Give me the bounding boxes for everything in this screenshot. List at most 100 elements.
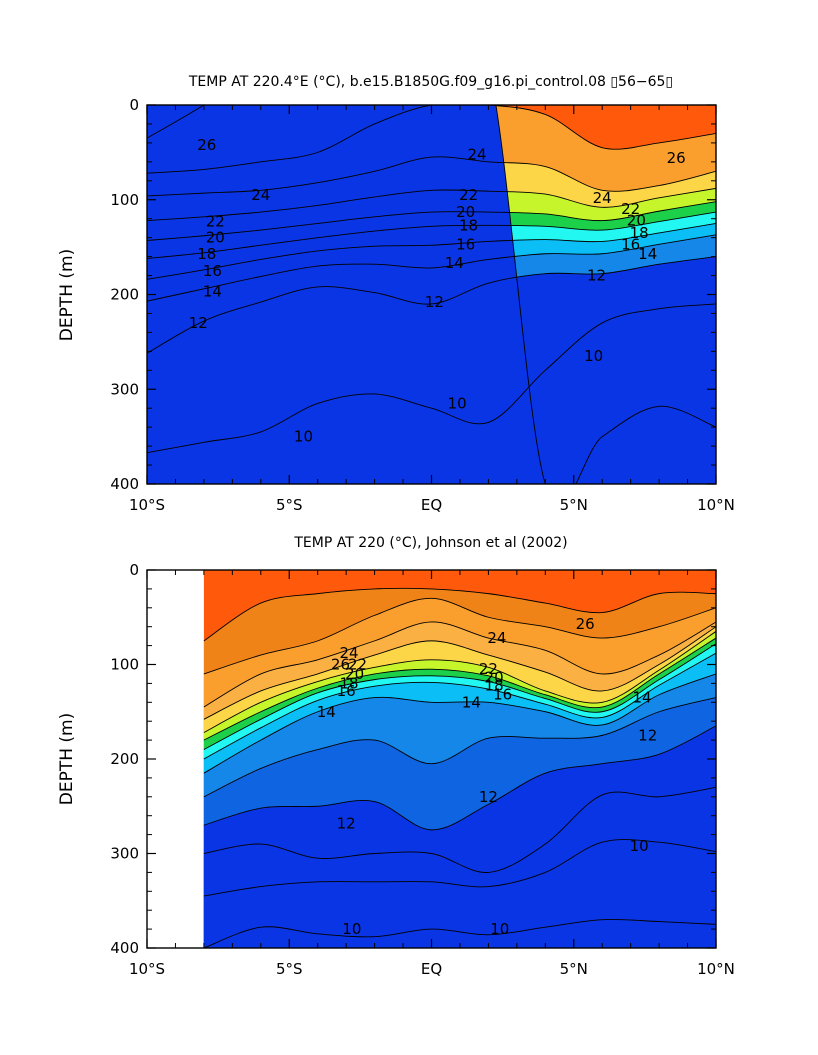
isotherm-12 (147, 256, 716, 354)
contour-label: 24 (251, 186, 270, 204)
isotherm-24 (147, 156, 716, 197)
contour-label: 20 (206, 229, 225, 247)
contour-label: 16 (337, 682, 356, 700)
x-tick-label: 5°N (560, 960, 588, 978)
x-tick-label: EQ (421, 496, 442, 514)
isotherm-24 (203, 626, 716, 720)
x-tick-label: EQ (421, 960, 442, 978)
isotherm-18 (203, 643, 716, 750)
isotherm-27 (203, 587, 716, 642)
y-tick-label: 400 (110, 475, 139, 493)
isotherm-14 (203, 673, 716, 774)
contour-label: 20 (345, 665, 364, 683)
isotherm-9 (495, 105, 716, 484)
isotherm-10 (147, 303, 716, 454)
contour-label: 18 (339, 674, 358, 692)
y-tick-label: 100 (110, 191, 139, 209)
contour-label: 24 (339, 644, 358, 662)
y-axis-label: DEPTH (m) (57, 249, 77, 341)
contour-labels: 2624222018161424262220181614121212141010… (317, 615, 658, 938)
contour-label: 10 (630, 837, 649, 855)
y-tick-label: 0 (129, 96, 139, 114)
contour-label: 20 (485, 669, 504, 687)
contour-label: 14 (632, 689, 651, 707)
contour-label: 16 (493, 686, 512, 704)
contour-label: 16 (456, 235, 475, 253)
contour-label: 24 (467, 145, 486, 163)
isotherm-22 (203, 631, 716, 733)
isotherm-9 (203, 918, 716, 948)
panel-model-title: TEMP AT 220.4°E (°C), b.e15.B1850G.f09_g… (188, 74, 673, 90)
contour-label: 18 (630, 224, 649, 242)
contour-label: 26 (576, 615, 595, 633)
y-tick-label: 100 (110, 656, 139, 674)
contour-label: 12 (189, 314, 208, 332)
isotherm-11 (203, 786, 716, 873)
isotherm-lines (203, 587, 716, 948)
axes: 10°S 5°S EQ 5°N 10°N 0 100 200 300 400 (110, 96, 735, 514)
isotherm-lines (147, 105, 716, 484)
contour-label: 10 (448, 394, 467, 412)
contour-label: 14 (445, 254, 464, 272)
contour-label: 14 (317, 703, 336, 721)
contour-label: 26 (197, 136, 216, 154)
x-tick-label: 5°N (560, 496, 588, 514)
isotherm-26 (203, 597, 716, 675)
contour-label: 14 (638, 245, 657, 263)
contour-label: 12 (479, 788, 498, 806)
contour-label: 22 (348, 656, 367, 674)
x-tick-label: 10°S (129, 496, 165, 514)
contour-label: 16 (203, 262, 222, 280)
y-tick-label: 200 (110, 286, 139, 304)
x-tick-label: 10°N (697, 496, 735, 514)
contour-label: 18 (459, 216, 478, 234)
contour-label: 12 (425, 293, 444, 311)
contour-label: 10 (584, 347, 603, 365)
contour-label: 20 (627, 212, 646, 230)
contour-label: 26 (667, 149, 686, 167)
contour-label: 26 (331, 656, 350, 674)
x-tick-label: 10°S (129, 960, 165, 978)
contour-label: 22 (479, 660, 498, 678)
contour-label: 18 (197, 245, 216, 263)
contour-label: 18 (485, 676, 504, 694)
y-tick-label: 300 (110, 380, 139, 398)
contour-label: 12 (638, 726, 657, 744)
x-tick-label: 5°S (276, 960, 303, 978)
isotherm-16 (147, 222, 716, 280)
contour-label: 14 (203, 283, 222, 301)
y-tick-label: 300 (110, 845, 139, 863)
fill-band-below-9 (147, 105, 716, 484)
panel-observed: TEMP AT 220 (°C), Johnson et al (2002) 2… (57, 535, 735, 978)
isotherm-20 (147, 201, 716, 241)
fill-band-below-9 (203, 919, 716, 948)
contour-label: 24 (487, 629, 506, 647)
x-tick-label: 10°N (697, 960, 735, 978)
contour-label: 20 (456, 203, 475, 221)
isotherm-16 (203, 652, 716, 760)
contour-label: 14 (462, 693, 481, 711)
contour-label: 12 (587, 267, 606, 285)
contour-label: 22 (621, 200, 640, 218)
temperature-fill-bands (147, 105, 716, 484)
y-axis-label: DEPTH (m) (57, 713, 77, 805)
contour-label: 10 (490, 920, 509, 938)
contour-label: 10 (342, 920, 361, 938)
isotherm-26 (147, 105, 716, 174)
contour-label: 24 (593, 189, 612, 207)
y-tick-label: 0 (129, 561, 139, 579)
y-tick-label: 400 (110, 939, 139, 957)
isotherm-12 (203, 725, 716, 831)
isotherm-10 (203, 839, 716, 897)
contour-label: 22 (459, 186, 478, 204)
x-tick-label: 5°S (276, 496, 303, 514)
contour-label: 16 (621, 235, 640, 253)
panel-observed-title: TEMP AT 220 (°C), Johnson et al (2002) (293, 535, 567, 551)
isotherm-14 (147, 234, 716, 302)
axes: 10°S 5°S EQ 5°N 10°N 0 100 200 300 400 (110, 561, 735, 978)
contour-label: 10 (294, 428, 313, 446)
isotherm-25 (203, 621, 716, 708)
